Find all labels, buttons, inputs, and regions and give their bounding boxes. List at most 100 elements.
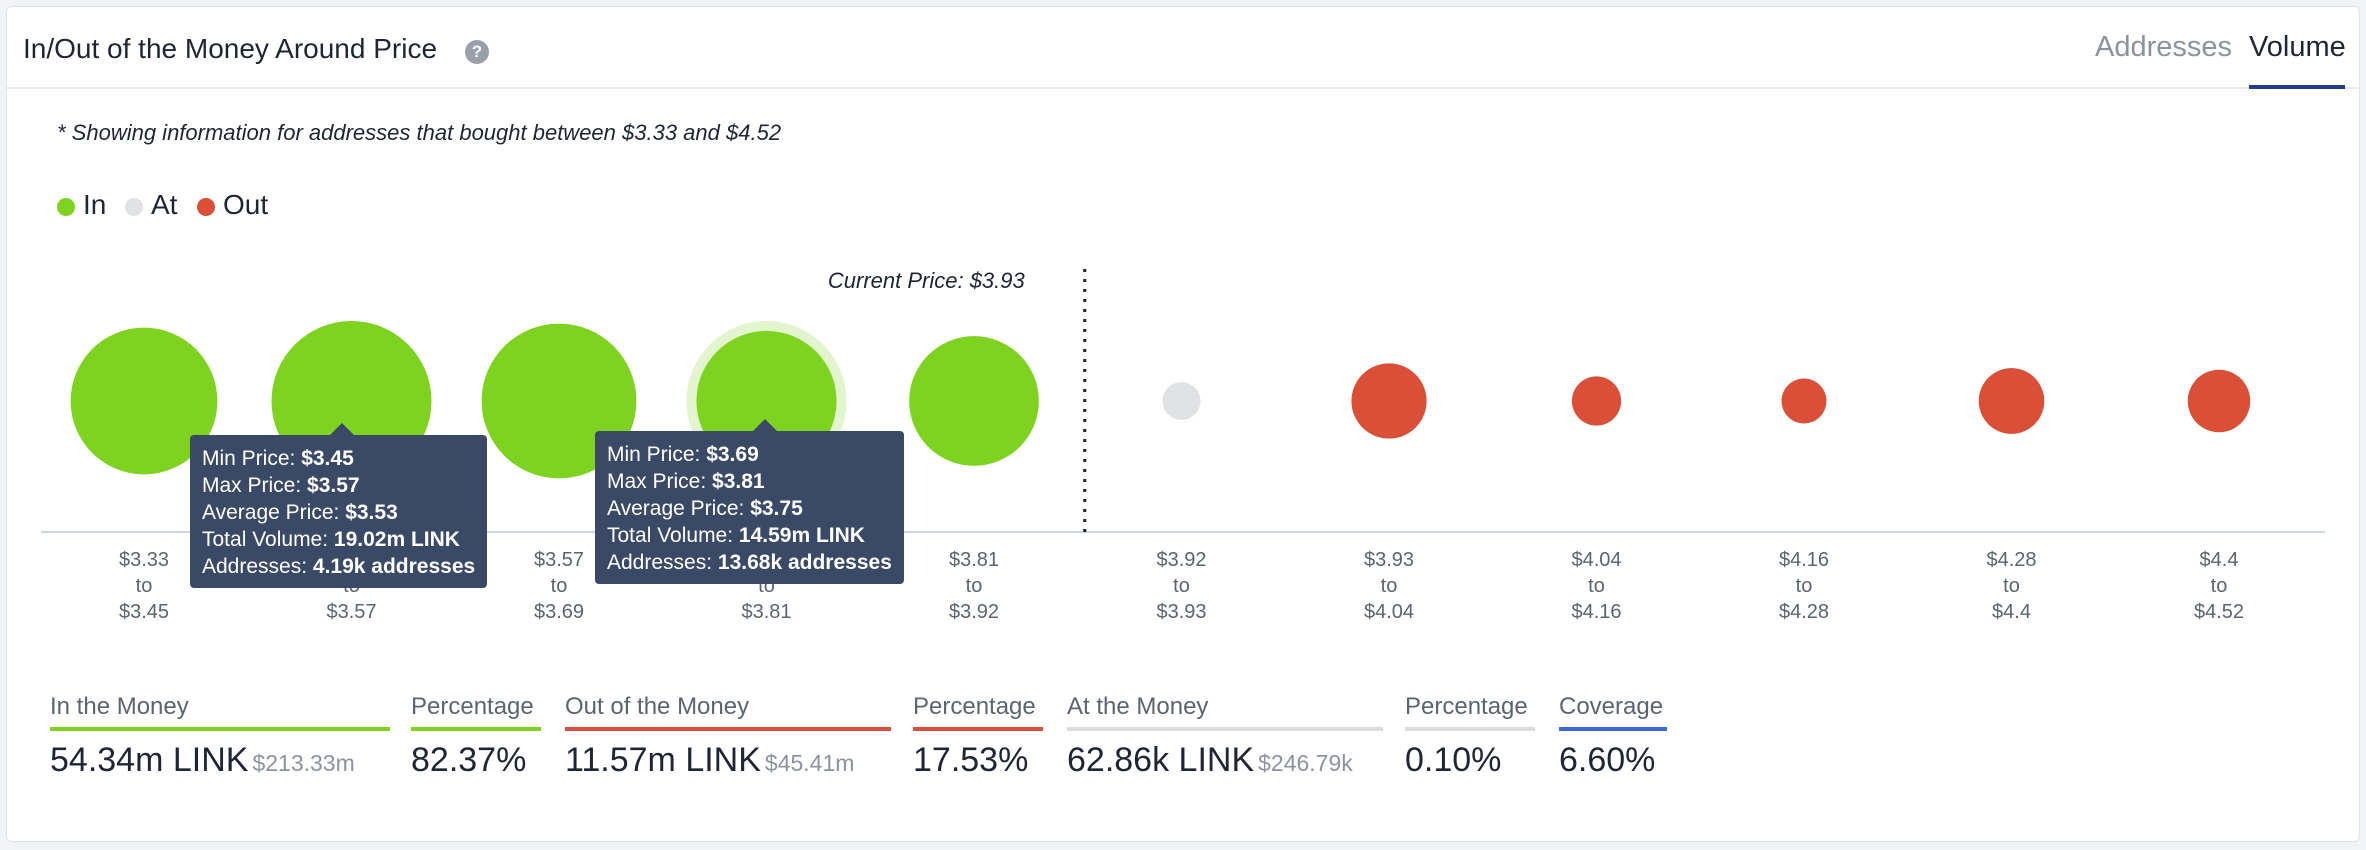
stat-sub: $213.33m [252,750,355,776]
bubble-out-8[interactable] [1571,376,1622,426]
bubble-out-11[interactable] [2187,369,2251,433]
stat-bar [411,727,541,731]
stat-sub: $45.41m [764,750,855,776]
tooltip-value: $3.75 [750,497,803,520]
tab-addresses[interactable]: Addresses [2095,31,2233,63]
bubble-in-1[interactable] [70,327,218,475]
x-tick-label: to [1588,575,1605,597]
bubble-at-6[interactable] [1162,382,1201,420]
stat-bar [1067,727,1383,731]
tooltip-key: Average Price: [607,497,745,520]
x-tick-label: $3.45 [119,601,169,623]
page-title: In/Out of the Money Around Price [23,33,438,64]
x-tick-label: to [2211,575,2228,597]
legend-label-at: At [151,189,178,220]
x-tick-label: to [1173,575,1190,597]
tooltip-key: Addresses: [202,555,308,578]
x-tick-label: $4.04 [1364,601,1414,623]
stat-bar [1405,727,1535,731]
stat-out-of-the-money: Out of the Money 11.57m LINK $45.41m [565,693,891,780]
tooltip-value: $3.69 [706,443,759,466]
bubble-in-5[interactable] [909,336,1039,466]
tooltip-value: $3.81 [712,470,765,493]
x-tick-label: $3.33 [119,549,169,571]
x-tick-label: $4.4 [1992,601,2031,623]
tooltip-key: Total Volume: [202,528,329,551]
legend-label-out: Out [223,189,269,220]
legend-item-out[interactable]: Out [197,189,287,220]
x-tick-label: $4.28 [1779,601,1829,623]
tooltip-key: Addresses: [607,551,713,574]
active-tab-indicator [2249,85,2345,89]
x-tick-label: $4.28 [1986,549,2036,571]
stat-label: Percentage [411,693,534,720]
x-tick-label: to [966,575,983,597]
legend-item-at[interactable]: At [125,189,195,220]
bubble-out-7[interactable] [1351,363,1427,439]
stat-label: Out of the Money [565,693,750,720]
stat-label: In the Money [50,693,189,720]
stat-label: At the Money [1067,693,1209,720]
x-tick-label: $4.4 [2200,549,2239,571]
x-tick-label: to [136,575,153,597]
tooltip-row: Addresses: 13.68k addresses [607,549,892,576]
stat-in-percentage: Percentage 82.37% [411,693,541,780]
legend-dot-out [197,198,215,216]
chart-card: In/Out of the Money Around Price ? Addre… [6,6,2360,842]
stat-coverage: Coverage 6.60% [1559,693,1667,780]
tooltip-value: $3.57 [307,474,360,497]
x-tick-label: $4.04 [1571,549,1621,571]
range-note: * Showing information for addresses that… [57,120,782,145]
stat-bar [565,727,891,731]
stat-value: 11.57m LINK $45.41m [565,741,855,779]
stat-value: 62.86k LINK $246.79k [1067,741,1353,779]
stat-out-percentage: Percentage 17.53% [913,693,1043,780]
x-tick-label: $3.92 [949,601,999,623]
tooltip-key: Min Price: [202,447,296,470]
stat-bar [913,727,1043,731]
stat-value: 54.34m LINK $213.33m [50,741,355,779]
legend-item-in[interactable]: In [57,189,117,220]
tooltip-value: $3.45 [301,447,354,470]
stat-bar [50,727,390,731]
stat-label: Percentage [913,693,1036,720]
tooltip-value: 4.19k addresses [312,555,476,578]
tooltip-row: Min Price: $3.45 [202,445,475,472]
stat-value: 82.37% [411,741,527,779]
tooltip-row: Total Volume: 14.59m LINK [607,522,892,549]
tooltip-row: Min Price: $3.69 [607,441,892,468]
card-header: In/Out of the Money Around Price ? Addre… [7,7,2359,89]
x-tick-label: $3.93 [1156,601,1206,623]
question-circle-icon[interactable]: ? [465,40,489,64]
tooltip-key: Average Price: [202,501,340,524]
stat-at-the-money: At the Money 62.86k LINK $246.79k [1067,693,1383,780]
tooltip-key: Total Volume: [607,524,734,547]
stat-label: Coverage [1559,693,1664,720]
tab-volume[interactable]: Volume [2249,31,2346,63]
x-tick-label: $3.57 [534,549,584,571]
legend-dot-in [57,198,75,216]
tooltip-value: 19.02m LINK [333,528,460,551]
x-tick-label: $3.81 [741,601,791,623]
tooltip-row: Total Volume: 19.02m LINK [202,526,475,553]
x-tick-label: $3.81 [949,549,999,571]
x-tick-label: $4.16 [1779,549,1829,571]
tooltip-key: Max Price: [607,470,707,493]
stat-sub: $246.79k [1258,750,1353,776]
tooltip-row: Max Price: $3.57 [202,472,475,499]
tooltip-value: $3.53 [345,501,398,524]
tooltip-row: Max Price: $3.81 [607,468,892,495]
x-tick-label: to [2003,575,2020,597]
x-tick-label: to [1381,575,1398,597]
stat-at-percentage: Percentage 0.10% [1405,693,1535,780]
bubble-out-9[interactable] [1781,378,1827,424]
bubble-out-10[interactable] [1978,368,2045,434]
x-tick-label: $3.57 [326,601,376,623]
x-tick-label: to [551,575,568,597]
stat-value: 0.10% [1405,741,1502,779]
x-tick-label: $4.52 [2194,601,2244,623]
x-tick-label: $3.93 [1364,549,1414,571]
tooltip-row: Addresses: 4.19k addresses [202,553,475,580]
stat-bar [1559,727,1667,731]
x-tick-label: $3.69 [534,601,584,623]
